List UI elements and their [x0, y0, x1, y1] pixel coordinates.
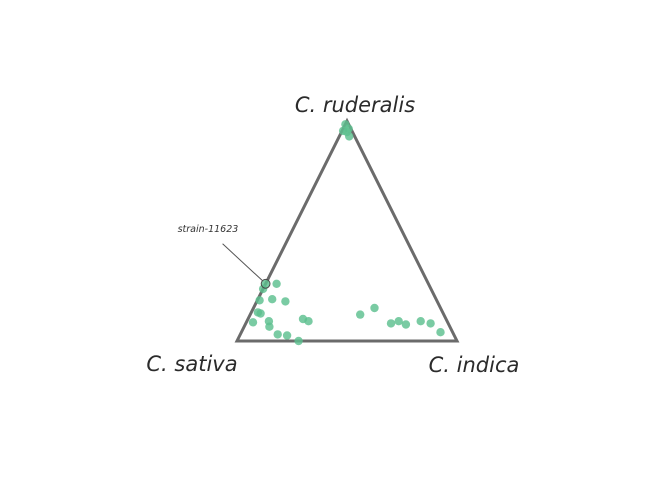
data-point: [268, 295, 276, 303]
data-point: [426, 319, 434, 327]
data-point: [370, 304, 378, 312]
data-point: [254, 308, 262, 316]
ternary-frame: [237, 121, 457, 341]
axis-label-top: C. ruderalis: [295, 93, 415, 117]
data-point: [304, 317, 312, 325]
annotation-leader-line: [223, 244, 263, 281]
data-point: [356, 310, 364, 318]
data-point: [249, 318, 257, 326]
data-point: [272, 280, 280, 288]
data-points: [249, 120, 445, 345]
data-point: [436, 328, 444, 336]
data-point: [341, 120, 349, 128]
axis-label-right: C. indica: [429, 353, 520, 377]
axis-label-left: C. sativa: [146, 352, 237, 376]
data-point: [255, 296, 263, 304]
data-point: [283, 331, 291, 339]
data-point: [402, 320, 410, 328]
data-point: [259, 285, 267, 293]
data-point: [387, 319, 395, 327]
data-point: [274, 330, 282, 338]
data-point: [395, 317, 403, 325]
data-point: [417, 317, 425, 325]
annotation-label: strain-11623: [178, 224, 239, 235]
annotations: strain-11623: [178, 224, 270, 288]
data-point: [294, 337, 302, 345]
data-point: [281, 297, 289, 305]
data-point: [265, 323, 273, 331]
